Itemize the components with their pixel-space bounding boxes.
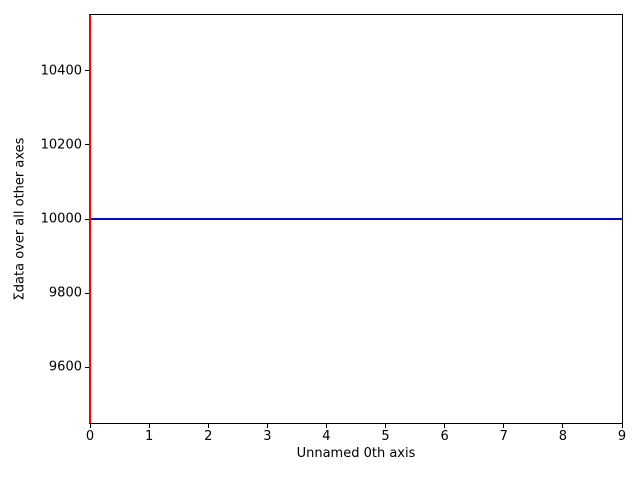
x-tick-mark xyxy=(325,424,327,428)
x-tick-label: 8 xyxy=(558,429,568,444)
y-tick-label: 10000 xyxy=(40,211,82,227)
x-axis-ticks: 0 1 2 3 4 5 6 7 8 9 xyxy=(86,424,626,464)
x-tick-label: 5 xyxy=(381,429,390,444)
data-line xyxy=(90,218,622,220)
x-tick-label: 9 xyxy=(617,429,627,444)
x-tick-mark xyxy=(266,424,268,428)
y-tick-mark xyxy=(85,366,89,368)
x-tick-label: 6 xyxy=(440,429,449,444)
y-tick-mark xyxy=(85,218,89,220)
x-tick-label: 4 xyxy=(322,429,331,444)
x-tick-mark xyxy=(503,424,505,428)
y-tick-mark xyxy=(85,292,89,294)
y-tick-label: 10200 xyxy=(40,137,82,153)
y-tick-mark xyxy=(85,144,89,146)
x-tick-mark xyxy=(385,424,387,428)
x-tick-mark xyxy=(207,424,209,428)
plot-area xyxy=(89,14,623,424)
x-tick-label: 7 xyxy=(499,429,508,444)
y-axis-label: Σdata over all other axes xyxy=(12,137,28,301)
y-tick-mark xyxy=(85,70,89,72)
x-tick-label: 3 xyxy=(263,429,272,444)
x-tick-mark xyxy=(148,424,150,428)
x-axis-label: Unnamed 0th axis xyxy=(296,446,416,461)
vertical-marker-line xyxy=(89,15,91,423)
x-tick-label: 1 xyxy=(144,429,154,444)
y-tick-label: 9800 xyxy=(48,285,82,301)
x-tick-label: 0 xyxy=(85,429,95,444)
x-tick-label: 2 xyxy=(204,429,213,444)
y-tick-label: 9600 xyxy=(48,359,82,375)
x-tick-mark xyxy=(621,424,623,428)
x-tick-mark xyxy=(89,424,91,428)
x-tick-mark xyxy=(562,424,564,428)
x-tick-mark xyxy=(444,424,446,428)
y-tick-label: 10400 xyxy=(40,63,82,79)
y-axis-ticks: 9600 9800 10000 10200 10400 xyxy=(0,15,89,423)
